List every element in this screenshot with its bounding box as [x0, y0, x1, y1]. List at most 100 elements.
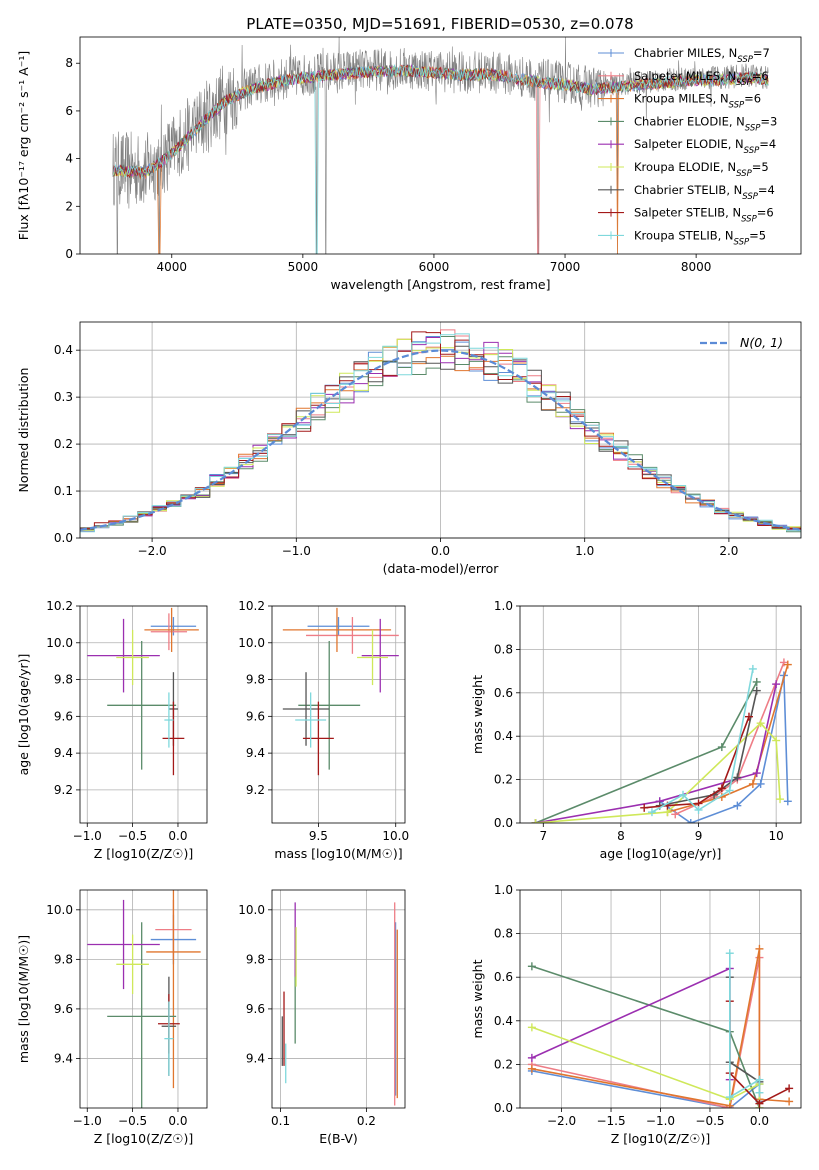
errorbar-salpeter_elodie — [87, 618, 160, 693]
legend-label-normal: N(0, 1) — [740, 335, 783, 350]
series-salpeter_stelib — [640, 712, 753, 812]
legend-count: =7 — [753, 46, 770, 60]
errorbar-kroupa_miles — [282, 607, 392, 652]
y-tick-label: 10.2 — [46, 599, 73, 613]
axes-frame — [79, 36, 802, 255]
legend-label-salpeter_miles: Salpeter MILES, NSSP=6 — [634, 69, 769, 88]
residuals-legend: N(0, 1) — [700, 335, 783, 350]
errorbar-kroupa_elodie — [116, 629, 149, 686]
x-tick-label: 5000 — [288, 260, 319, 274]
y-tick-label: 0.0 — [494, 1101, 513, 1115]
axes: −1.0 −0.5 0.0 9.4 9.6 9.8 10.0 Z [log10(Z/Z☉)] m… — [16, 889, 208, 1146]
grid — [520, 605, 801, 824]
legend-count: =6 — [744, 92, 761, 106]
errorbar-kroupa_miles — [146, 890, 201, 1089]
legend-text: Salpeter ELODIE, N — [634, 137, 744, 151]
y-tick-label: 0 — [65, 247, 73, 261]
y-axis-label: mass weight — [470, 959, 485, 1038]
series-kroupa_stelib — [647, 664, 757, 817]
plot-area — [531, 658, 792, 823]
y-tick-label: 10.2 — [238, 599, 265, 613]
x-tick-label: 2.0 — [719, 544, 738, 558]
errorbar-chabrier_elodie — [298, 640, 361, 770]
y-tick-label: 0.2 — [54, 437, 73, 451]
legend-subscript: SSP — [737, 55, 753, 65]
series-salpeter_elodie — [527, 964, 734, 1084]
y-tick-label: 9.4 — [54, 1051, 73, 1065]
plot-area — [281, 902, 398, 1106]
x-tick-label: 8000 — [681, 260, 712, 274]
axes: 4000 5000 6000 7000 8000 0 2 4 6 8 wavelength [Ang… — [16, 36, 802, 292]
x-tick-label: 7 — [539, 829, 547, 843]
errorbar-salpeter_elodie — [361, 618, 399, 693]
y-axis-label: age [log10(age/yr)] — [16, 654, 31, 776]
y-axis-label: mass weight — [470, 675, 485, 754]
y-tick-label: 9.8 — [54, 673, 73, 687]
grid — [272, 605, 405, 823]
axes-frame — [519, 889, 802, 1109]
legend-subscript: SSP — [736, 169, 752, 179]
y-tick-label: 1.0 — [494, 599, 513, 613]
legend-text: Kroupa STELIB, N — [634, 228, 734, 242]
errorbar-salpeter_miles — [306, 617, 399, 654]
errorbar-salpeter_stelib — [302, 701, 334, 776]
y-tick-label: 8 — [65, 56, 73, 70]
panel-mass_vs_ebv: 0.1 0.2 9.4 9.6 9.8 10.0 E(B-V) — [238, 889, 406, 1146]
x-tick-label: −1.0 — [282, 544, 311, 558]
errorbar-kroupa_stelib — [164, 692, 174, 748]
series-line — [659, 690, 758, 807]
x-tick-label: −0.5 — [118, 1114, 147, 1128]
series-chabrier_stelib — [655, 686, 761, 810]
errorbar-kroupa_miles — [144, 607, 199, 652]
series-line — [531, 1026, 761, 1108]
grid — [80, 890, 207, 1108]
x-tick-label: 0.1 — [271, 1114, 290, 1128]
model-line-kroupa_stelib — [112, 64, 769, 254]
y-tick-label: 9.8 — [54, 952, 73, 966]
errorbar-kroupa_elodie — [116, 934, 149, 995]
legend-text: Chabrier MILES, N — [634, 46, 737, 60]
y-tick-label: 9.8 — [246, 673, 265, 687]
y-tick-label: 0.2 — [494, 1057, 513, 1071]
errorbar-salpeter_elodie — [87, 899, 160, 990]
figure-title: PLATE=0350, MJD=51691, FIBERID=0530, z=0… — [246, 15, 633, 33]
series-line — [531, 965, 761, 1108]
y-tick-label: 10.0 — [46, 903, 73, 917]
y-tick-label: 9.6 — [54, 1002, 73, 1016]
y-tick-label: 9.2 — [246, 783, 265, 797]
y-tick-label: 2 — [65, 199, 73, 213]
legend-subscript: SSP — [745, 123, 761, 133]
panel-spectrum: 4000 5000 6000 7000 8000 0 2 4 6 8 wavelength [Ang… — [16, 36, 802, 292]
panel-weight_vs_age: 7 8 9 10 0.0 0.2 0.4 0.6 0.8 1.0 age [log10(age/yr… — [470, 599, 802, 861]
panel-mass_vs_Z: −1.0 −0.5 0.0 9.4 9.6 9.8 10.0 Z [log10(Z/Z☉)] m… — [16, 889, 208, 1146]
legend-text: Kroupa ELODIE, N — [634, 160, 736, 174]
x-tick-label: 10 — [769, 829, 784, 843]
x-tick-label: 8 — [617, 829, 625, 843]
panel-residuals: −2.0 −1.0 0.0 1.0 2.0 0.0 0.1 0.2 0.3 0.4 (data-mo… — [16, 321, 802, 576]
axes: −1.0 −0.5 0.0 9.2 9.4 9.6 9.8 10.0 10.2 Z [log10(… — [16, 599, 208, 861]
legend-label-kroupa_miles: Kroupa MILES, NSSP=6 — [634, 92, 761, 111]
y-tick-label: 0.2 — [494, 773, 513, 787]
y-tick-label: 0.4 — [54, 343, 73, 357]
x-tick-label: −1.5 — [596, 1114, 625, 1128]
legend-count: =6 — [752, 69, 769, 83]
normal-distribution-curve — [80, 349, 801, 531]
series-line — [729, 953, 761, 1099]
x-tick-label: 4000 — [156, 260, 187, 274]
legend-label-chabrier_stelib: Chabrier STELIB, NSSP=4 — [634, 183, 775, 202]
legend-count: =3 — [760, 114, 777, 128]
x-tick-label: 1.0 — [575, 544, 594, 558]
y-tick-label: 0.8 — [494, 642, 513, 656]
x-axis-label: age [log10(age/yr)] — [600, 846, 722, 861]
legend-count: =5 — [749, 228, 766, 242]
x-tick-label: 10.0 — [382, 829, 409, 843]
plot-area — [282, 607, 399, 776]
errorbar-kroupa_elodie — [357, 629, 388, 686]
legend-text: Salpeter MILES, N — [634, 69, 736, 83]
y-tick-label: 0.0 — [54, 531, 73, 545]
legend-count: =6 — [757, 206, 774, 220]
y-tick-label: 9.6 — [246, 1002, 265, 1016]
axes: −2.0 −1.0 0.0 1.0 2.0 0.0 0.1 0.2 0.3 0.4 (data-mo… — [16, 321, 802, 576]
x-tick-label: −2.0 — [547, 1114, 576, 1128]
series-line — [535, 681, 758, 823]
